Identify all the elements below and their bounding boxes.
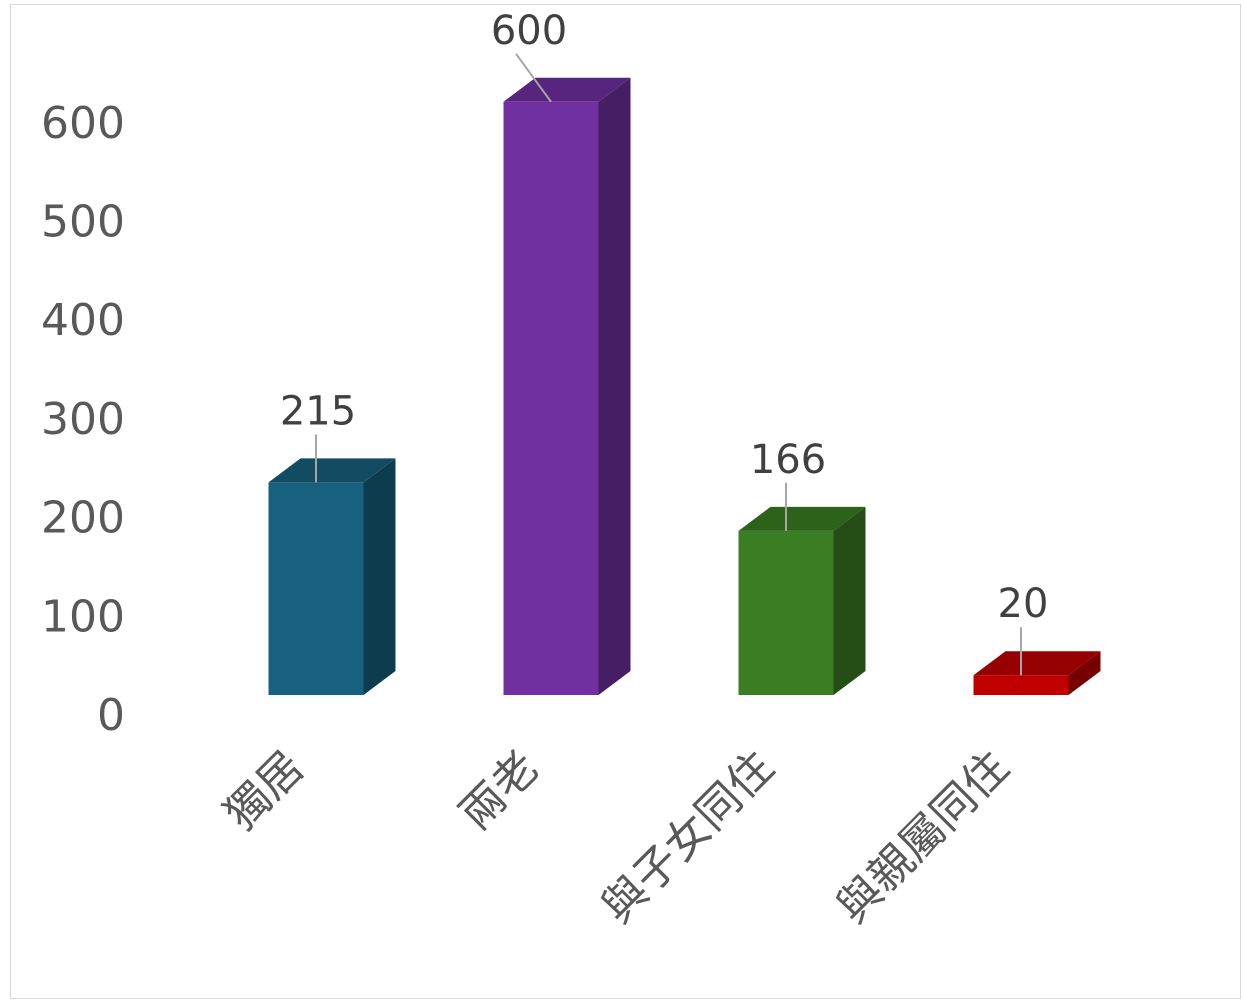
bar	[268, 458, 396, 695]
x-category-label: 與子女同住	[592, 742, 784, 934]
bar-top-face	[503, 77, 631, 102]
y-tick-label: 0	[97, 690, 125, 741]
y-tick-label: 200	[41, 493, 125, 544]
y-tick-label: 400	[41, 295, 125, 346]
bar	[503, 77, 631, 695]
y-tick-label: 600	[41, 98, 125, 149]
bar-front-face	[503, 101, 599, 695]
data-label-leader-line	[515, 53, 552, 103]
category-labels: 獨居 兩老 與子女同住 與親屬同住	[215, 742, 1018, 934]
bars	[268, 77, 1101, 695]
x-category-label: 與親屬同住	[827, 742, 1019, 934]
bar-front-face	[268, 482, 364, 695]
bar-top-face	[973, 651, 1101, 676]
data-label: 20	[998, 581, 1049, 627]
bar-side-face	[363, 458, 396, 695]
y-tick-label: 100	[41, 591, 125, 642]
y-axis-ticks: 0 100 200 300 400 500 600	[41, 98, 125, 741]
bar-top-face	[268, 458, 396, 483]
x-category-label: 兩老	[450, 742, 548, 840]
bar-side-face	[598, 77, 631, 695]
bar	[973, 651, 1101, 695]
bar-side-face	[1068, 651, 1101, 695]
data-label: 166	[750, 437, 826, 483]
bar	[738, 506, 866, 695]
data-label: 600	[491, 8, 567, 54]
bar-front-face	[738, 530, 834, 695]
y-tick-label: 500	[41, 197, 125, 248]
y-tick-label: 300	[41, 394, 125, 445]
bar-top-face	[738, 506, 866, 531]
data-label: 215	[280, 388, 356, 434]
bar-side-face	[833, 506, 866, 695]
x-category-label: 獨居	[215, 742, 313, 840]
bar-front-face	[973, 675, 1069, 695]
data-labels: 215 600 166 20	[280, 8, 1049, 676]
